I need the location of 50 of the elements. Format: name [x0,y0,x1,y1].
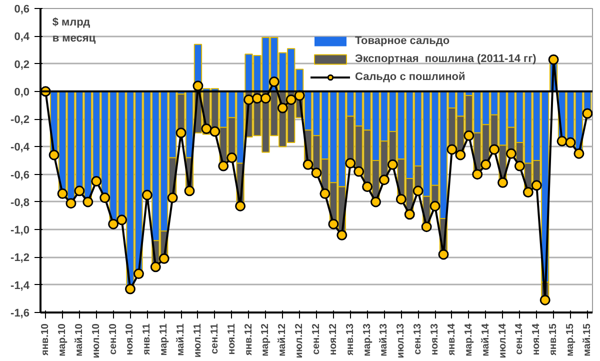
x-tick-label: мар.13 [362,323,373,356]
x-tick-label: мар.14 [463,323,474,356]
x-tick-label: май.13 [378,323,390,356]
x-tick-label: май.14 [480,323,492,356]
x-tick-label: май.15 [582,323,593,356]
x-tick-label: июл.11 [192,323,204,358]
x-tick-label: янв.11 [142,323,153,355]
y-tick-label: 0,2 [14,58,30,71]
x-tick-label: сен.14 [514,323,526,355]
x-tick-label: сен.13 [412,323,424,355]
x-tick-label: янв.13 [344,323,356,356]
x-tick-label: ноя.14 [531,323,542,356]
x-tick-label: май.12 [277,323,288,356]
x-tick-label: ноя.13 [430,323,441,356]
x-tick-label: мар.12 [260,323,272,356]
annotation: в месяц [52,32,96,44]
x-tick-label: мар.15 [564,323,576,356]
legend-label: Сальдо с пошлиной [355,70,466,84]
y-tick-label: 0,4 [14,31,30,44]
x-tick-label: ноя.10 [124,323,136,356]
y-tick-label: 0,0 [14,86,30,98]
legend-label: Экспортная пошлина (2011-14 гг) [355,52,536,66]
y-tick-label: -1,2 [10,252,30,264]
x-tick-label: мар.11 [158,323,170,356]
x-tick-label: янв.14 [446,323,458,356]
x-tick-label: янв.10 [40,323,52,356]
y-tick-label: 0,6 [14,4,30,16]
x-tick-label: сен.11 [209,323,220,354]
x-tick-label: ноя.12 [328,323,339,356]
annotation: $ млрд [52,16,90,28]
y-tick-label: -0,8 [10,196,30,209]
x-tick-label: сен.10 [108,323,119,355]
x-tick-label: май.10 [74,323,85,356]
x-tick-label: янв.15 [548,323,560,356]
legend-label: Товарное сальдо [355,34,450,48]
x-tick-label: июл.12 [294,323,306,358]
y-tick-label: -1,4 [10,280,30,292]
y-tick-label: -1,6 [10,308,30,320]
x-tick-label: сен.12 [311,323,322,355]
x-tick-label: июл.10 [90,323,102,358]
x-tick-label: июл.13 [396,323,407,358]
y-tick-label: -0,6 [10,169,30,182]
x-tick-label: янв.12 [243,323,254,356]
x-tick-label: май.11 [176,323,187,356]
y-tick-label: -1,0 [10,224,30,237]
x-tick-label: мар.10 [57,323,68,356]
x-tick-label: ноя.11 [226,323,238,355]
y-tick-label: -0,4 [10,142,30,154]
x-tick-label: июл.14 [497,323,508,358]
y-tick-label: -0,2 [10,114,30,126]
